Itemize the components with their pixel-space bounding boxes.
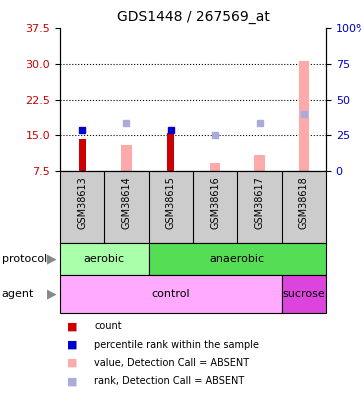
Text: protocol: protocol: [2, 254, 47, 264]
Bar: [210, 163, 220, 171]
Text: GSM38618: GSM38618: [299, 176, 309, 229]
Text: sucrose: sucrose: [282, 289, 325, 299]
Text: percentile rank within the sample: percentile rank within the sample: [94, 340, 259, 350]
Bar: [168, 133, 174, 171]
Text: GSM38614: GSM38614: [122, 176, 131, 229]
Text: anaerobic: anaerobic: [210, 254, 265, 264]
Bar: [121, 145, 131, 171]
Text: ■: ■: [67, 321, 78, 331]
Text: rank, Detection Call = ABSENT: rank, Detection Call = ABSENT: [94, 377, 244, 386]
Bar: [60, 243, 149, 275]
Bar: [149, 243, 326, 275]
Bar: [255, 155, 265, 171]
Text: GSM38615: GSM38615: [166, 176, 176, 229]
Text: GSM38617: GSM38617: [255, 176, 265, 229]
Text: GSM38613: GSM38613: [77, 176, 87, 229]
Text: ▶: ▶: [47, 252, 56, 266]
Title: GDS1448 / 267569_at: GDS1448 / 267569_at: [117, 10, 269, 24]
Text: GSM38616: GSM38616: [210, 176, 220, 229]
Text: count: count: [94, 321, 122, 331]
Text: control: control: [152, 289, 190, 299]
Text: agent: agent: [2, 289, 34, 299]
Text: value, Detection Call = ABSENT: value, Detection Call = ABSENT: [94, 358, 249, 368]
Bar: [79, 139, 86, 171]
Text: ■: ■: [67, 377, 78, 386]
Text: ▶: ▶: [47, 288, 56, 301]
Bar: [299, 62, 309, 171]
Bar: [282, 275, 326, 313]
Text: ■: ■: [67, 340, 78, 350]
Bar: [60, 275, 282, 313]
Text: ■: ■: [67, 358, 78, 368]
Text: aerobic: aerobic: [84, 254, 125, 264]
